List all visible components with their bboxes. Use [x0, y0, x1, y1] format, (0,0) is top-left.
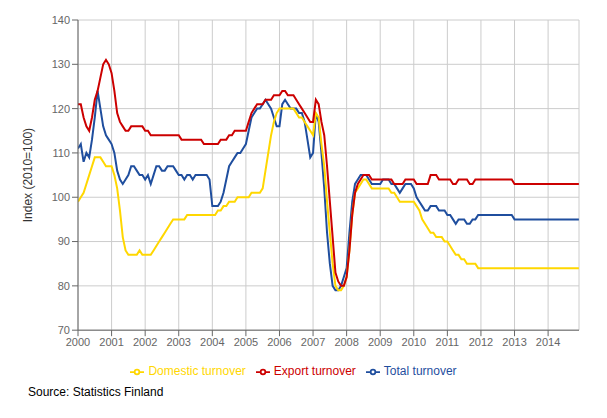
svg-text:Index (2010=100): Index (2010=100): [21, 128, 35, 222]
svg-text:2002: 2002: [133, 336, 157, 348]
svg-text:2006: 2006: [267, 336, 291, 348]
svg-text:2007: 2007: [301, 336, 325, 348]
svg-text:2010: 2010: [402, 336, 426, 348]
svg-text:140: 140: [52, 14, 70, 26]
svg-text:2003: 2003: [166, 336, 190, 348]
svg-text:2000: 2000: [66, 336, 90, 348]
svg-text:2013: 2013: [502, 336, 526, 348]
svg-text:80: 80: [58, 280, 70, 292]
svg-text:2012: 2012: [469, 336, 493, 348]
svg-text:120: 120: [52, 103, 70, 115]
svg-text:100: 100: [52, 191, 70, 203]
svg-text:2004: 2004: [200, 336, 224, 348]
html-text:Source: Statistics Finland: Source: Statistics Finland: [28, 385, 164, 399]
svg-text:110: 110: [52, 147, 70, 159]
svg-text:2009: 2009: [368, 336, 392, 348]
svg-text:2005: 2005: [234, 336, 258, 348]
svg-text:2008: 2008: [334, 336, 358, 348]
svg-text:2001: 2001: [99, 336, 123, 348]
svg-text:70: 70: [58, 324, 70, 336]
svg-text:90: 90: [58, 235, 70, 247]
html-text:Total turnover: Total turnover: [383, 364, 457, 379]
html-text:Domestic turnover: Domestic turnover: [148, 364, 246, 379]
svg-text:2014: 2014: [536, 336, 560, 348]
html-text:Export turnover: Export turnover: [273, 364, 356, 379]
svg-text:130: 130: [52, 58, 70, 70]
svg-text:2011: 2011: [436, 336, 460, 348]
